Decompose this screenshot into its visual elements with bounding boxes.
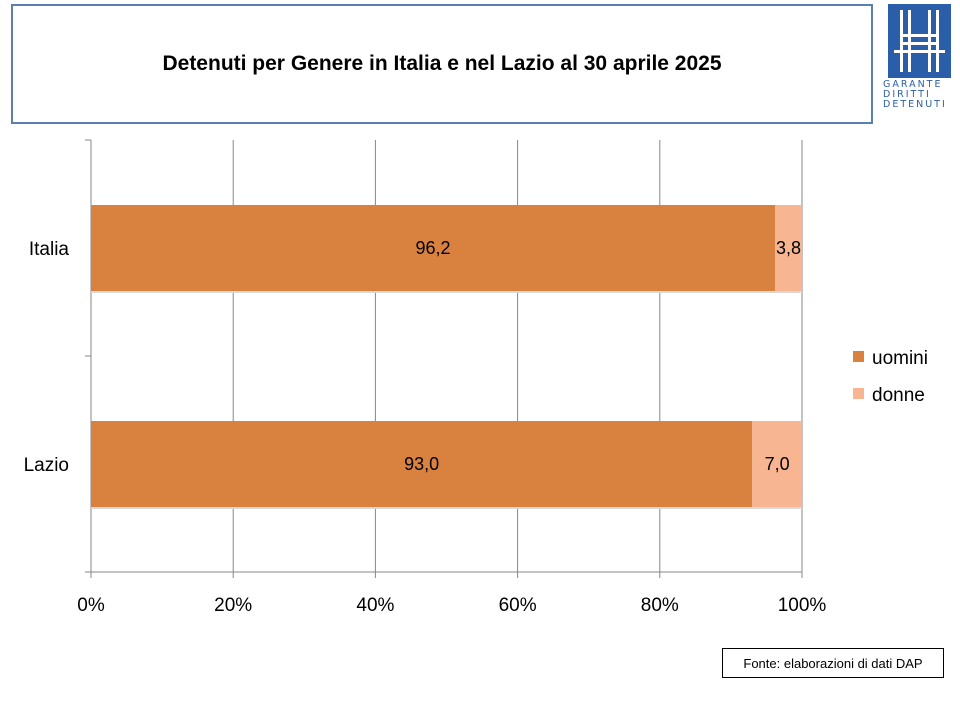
category-label-lazio: Lazio — [24, 455, 69, 476]
legend-swatch-donne — [853, 388, 864, 399]
data-label-uomini-lazio: 93,0 — [404, 454, 439, 474]
legend-label-uomini: uomini — [872, 348, 928, 369]
data-label-uomini-italia: 96,2 — [415, 238, 450, 258]
data-label-donne-lazio: 7,0 — [765, 454, 790, 474]
garante-logo-mark-icon — [888, 4, 951, 78]
x-tick-label: 80% — [641, 595, 679, 616]
bar-uomini-lazio — [91, 421, 753, 507]
category-label-italia: Italia — [29, 239, 70, 260]
x-tick-label: 60% — [499, 595, 537, 616]
chart-title-box: Detenuti per Genere in Italia e nel Lazi… — [11, 4, 873, 124]
x-tick-label: 20% — [214, 595, 252, 616]
legend-swatch-uomini — [853, 351, 864, 362]
source-note: Fonte: elaborazioni di dati DAP — [743, 655, 923, 671]
x-tick-label: 0% — [77, 595, 105, 616]
bar-uomini-italia — [91, 205, 775, 291]
logo-text-line3: DETENUTI — [883, 99, 947, 110]
x-tick-label: 40% — [356, 595, 394, 616]
x-tick-label: 100% — [778, 595, 827, 616]
bar-donne-italia — [774, 205, 802, 291]
garante-logo: GARANTE DIRITTI DETENUTI — [883, 4, 959, 112]
logo-text-line1: GARANTE — [883, 79, 943, 90]
chart-title: Detenuti per Genere in Italia e nel Lazi… — [162, 52, 722, 75]
logo-text-line2: DIRITTI — [883, 89, 931, 100]
data-label-donne-italia: 3,8 — [776, 238, 801, 258]
source-note-box: Fonte: elaborazioni di dati DAP — [722, 648, 944, 678]
legend-label-donne: donne — [872, 385, 925, 406]
bar-donne-lazio — [752, 421, 802, 507]
